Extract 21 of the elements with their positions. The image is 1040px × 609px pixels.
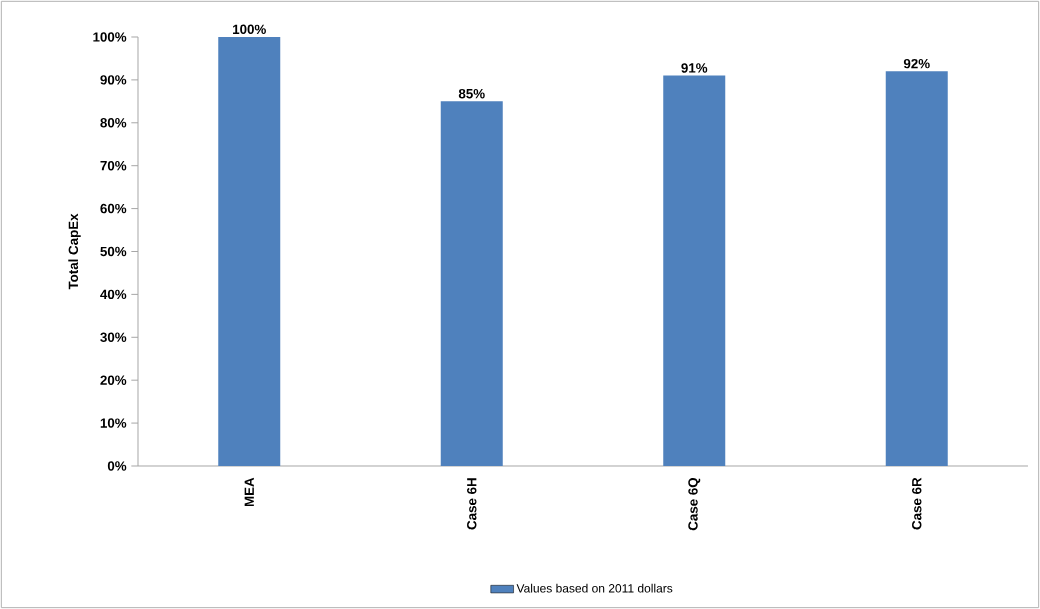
y-tick-label: 90% (100, 75, 127, 85)
y-tick-label: 20% (100, 375, 127, 385)
x-tick-label: Case 6Q (688, 477, 701, 531)
y-tick-label: 0% (107, 461, 127, 471)
x-tick-label: Case 6H (467, 478, 477, 530)
y-tick-label: 70% (100, 160, 127, 171)
x-tick-label: Case 6R (912, 477, 922, 530)
y-tick-label: 80% (100, 118, 127, 128)
y-tick-label: 100% (93, 32, 127, 42)
data-label: 92% (903, 58, 930, 69)
y-tick-label: 30% (100, 332, 127, 343)
y-tick-label: 60% (100, 203, 127, 214)
data-label: 91% (681, 63, 708, 73)
y-tick-label: 40% (100, 289, 127, 300)
data-label: 100% (233, 24, 266, 35)
y-tick-label: 10% (100, 418, 127, 428)
y-axis-title: Total CapEx (68, 213, 81, 290)
x-tick-label: MEA (244, 477, 254, 507)
legend-label: Values based on 2011 dollars (516, 583, 673, 593)
y-tick-label: 50% (100, 246, 127, 257)
data-label: 85% (458, 88, 485, 99)
